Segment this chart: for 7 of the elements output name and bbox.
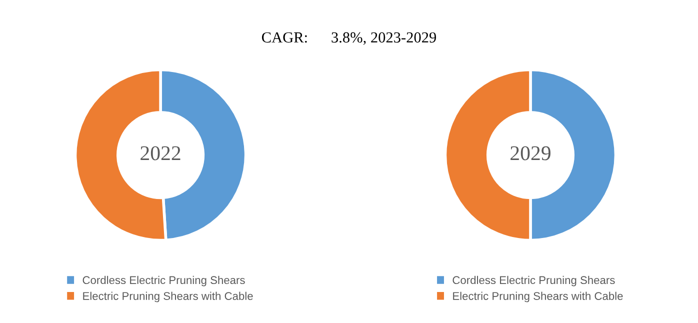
- legend-label: Cordless Electric Pruning Shears: [452, 276, 615, 286]
- text: 2029: [510, 146, 550, 160]
- legend-label: Electric Pruning Shears with Cable: [83, 292, 253, 302]
- legend-label: Cordless Electric Pruning Shears: [82, 276, 245, 286]
- legend-label: Electric Pruning Shears with Cable: [453, 292, 623, 302]
- text: CAGR: 3.8%, 2023-2029: [262, 32, 436, 45]
- text: 2022: [140, 146, 180, 160]
